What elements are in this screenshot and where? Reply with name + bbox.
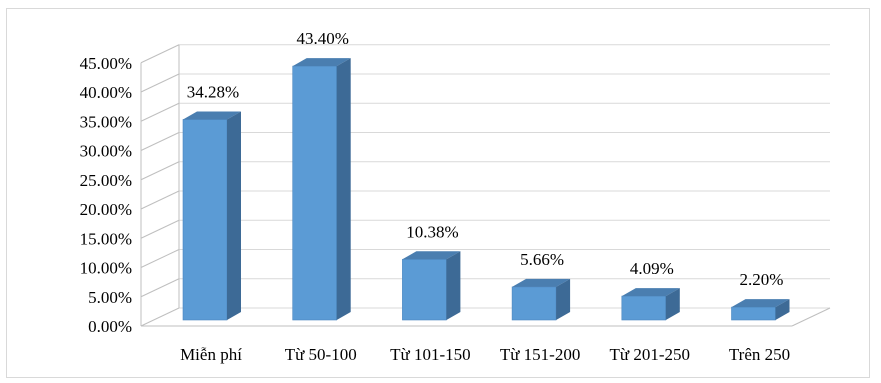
y-tick-label: 40.00% [80,83,132,102]
data-label: 10.38% [406,222,458,241]
category-label: Miễn phí [180,345,242,364]
category-label: Trên 250 [729,345,790,364]
bar-side [336,58,351,321]
bar-top [621,288,680,297]
data-label: 43.40% [296,29,348,48]
data-label: 4.09% [630,259,674,278]
category-label: Từ 101-150 [390,345,471,364]
side-wall-gridline [140,102,180,122]
y-tick-label: 25.00% [80,171,132,190]
bar-front [182,119,228,321]
side-wall-gridline [140,161,180,181]
floor-right-edge [791,307,831,327]
bar-top [512,278,571,287]
side-wall-gridline [140,190,180,210]
bar-front [292,65,338,321]
data-label: 2.20% [740,270,784,289]
y-tick-label: 30.00% [80,142,132,161]
side-wall-gridline [140,132,180,151]
side-wall-gridline [140,249,180,268]
bar-top [292,58,351,67]
bar-front [402,258,447,321]
y-tick-label: 15.00% [80,229,132,248]
bar-top [183,111,241,120]
category-label: Từ 50-100 [285,345,357,364]
y-tick-label: 35.00% [80,112,132,131]
y-tick-label: 20.00% [80,200,132,219]
bar-side [556,278,571,320]
bar-front [731,306,776,321]
bar-top [731,299,790,308]
bar-side [775,299,790,320]
bar-top [402,251,461,260]
side-wall-gridline [140,278,180,298]
y-tick-label: 5.00% [88,288,132,307]
bar-side [446,251,461,320]
y-tick-label: 10.00% [80,259,132,278]
data-label: 5.66% [520,250,564,269]
side-wall-gridline [140,44,180,64]
y-tick-label: 0.00% [88,317,132,336]
side-wall-gridline [140,307,180,327]
data-label: 34.28% [187,82,239,101]
bar-side [227,111,241,320]
category-label: Từ 201-250 [610,345,691,364]
bar-front [511,286,557,321]
bar-front [621,295,667,321]
side-wall-gridline [140,219,180,239]
bar-side [665,288,680,320]
side-wall-gridline [140,73,180,93]
category-label: Từ 151-200 [500,345,581,364]
y-tick-label: 45.00% [80,54,132,73]
